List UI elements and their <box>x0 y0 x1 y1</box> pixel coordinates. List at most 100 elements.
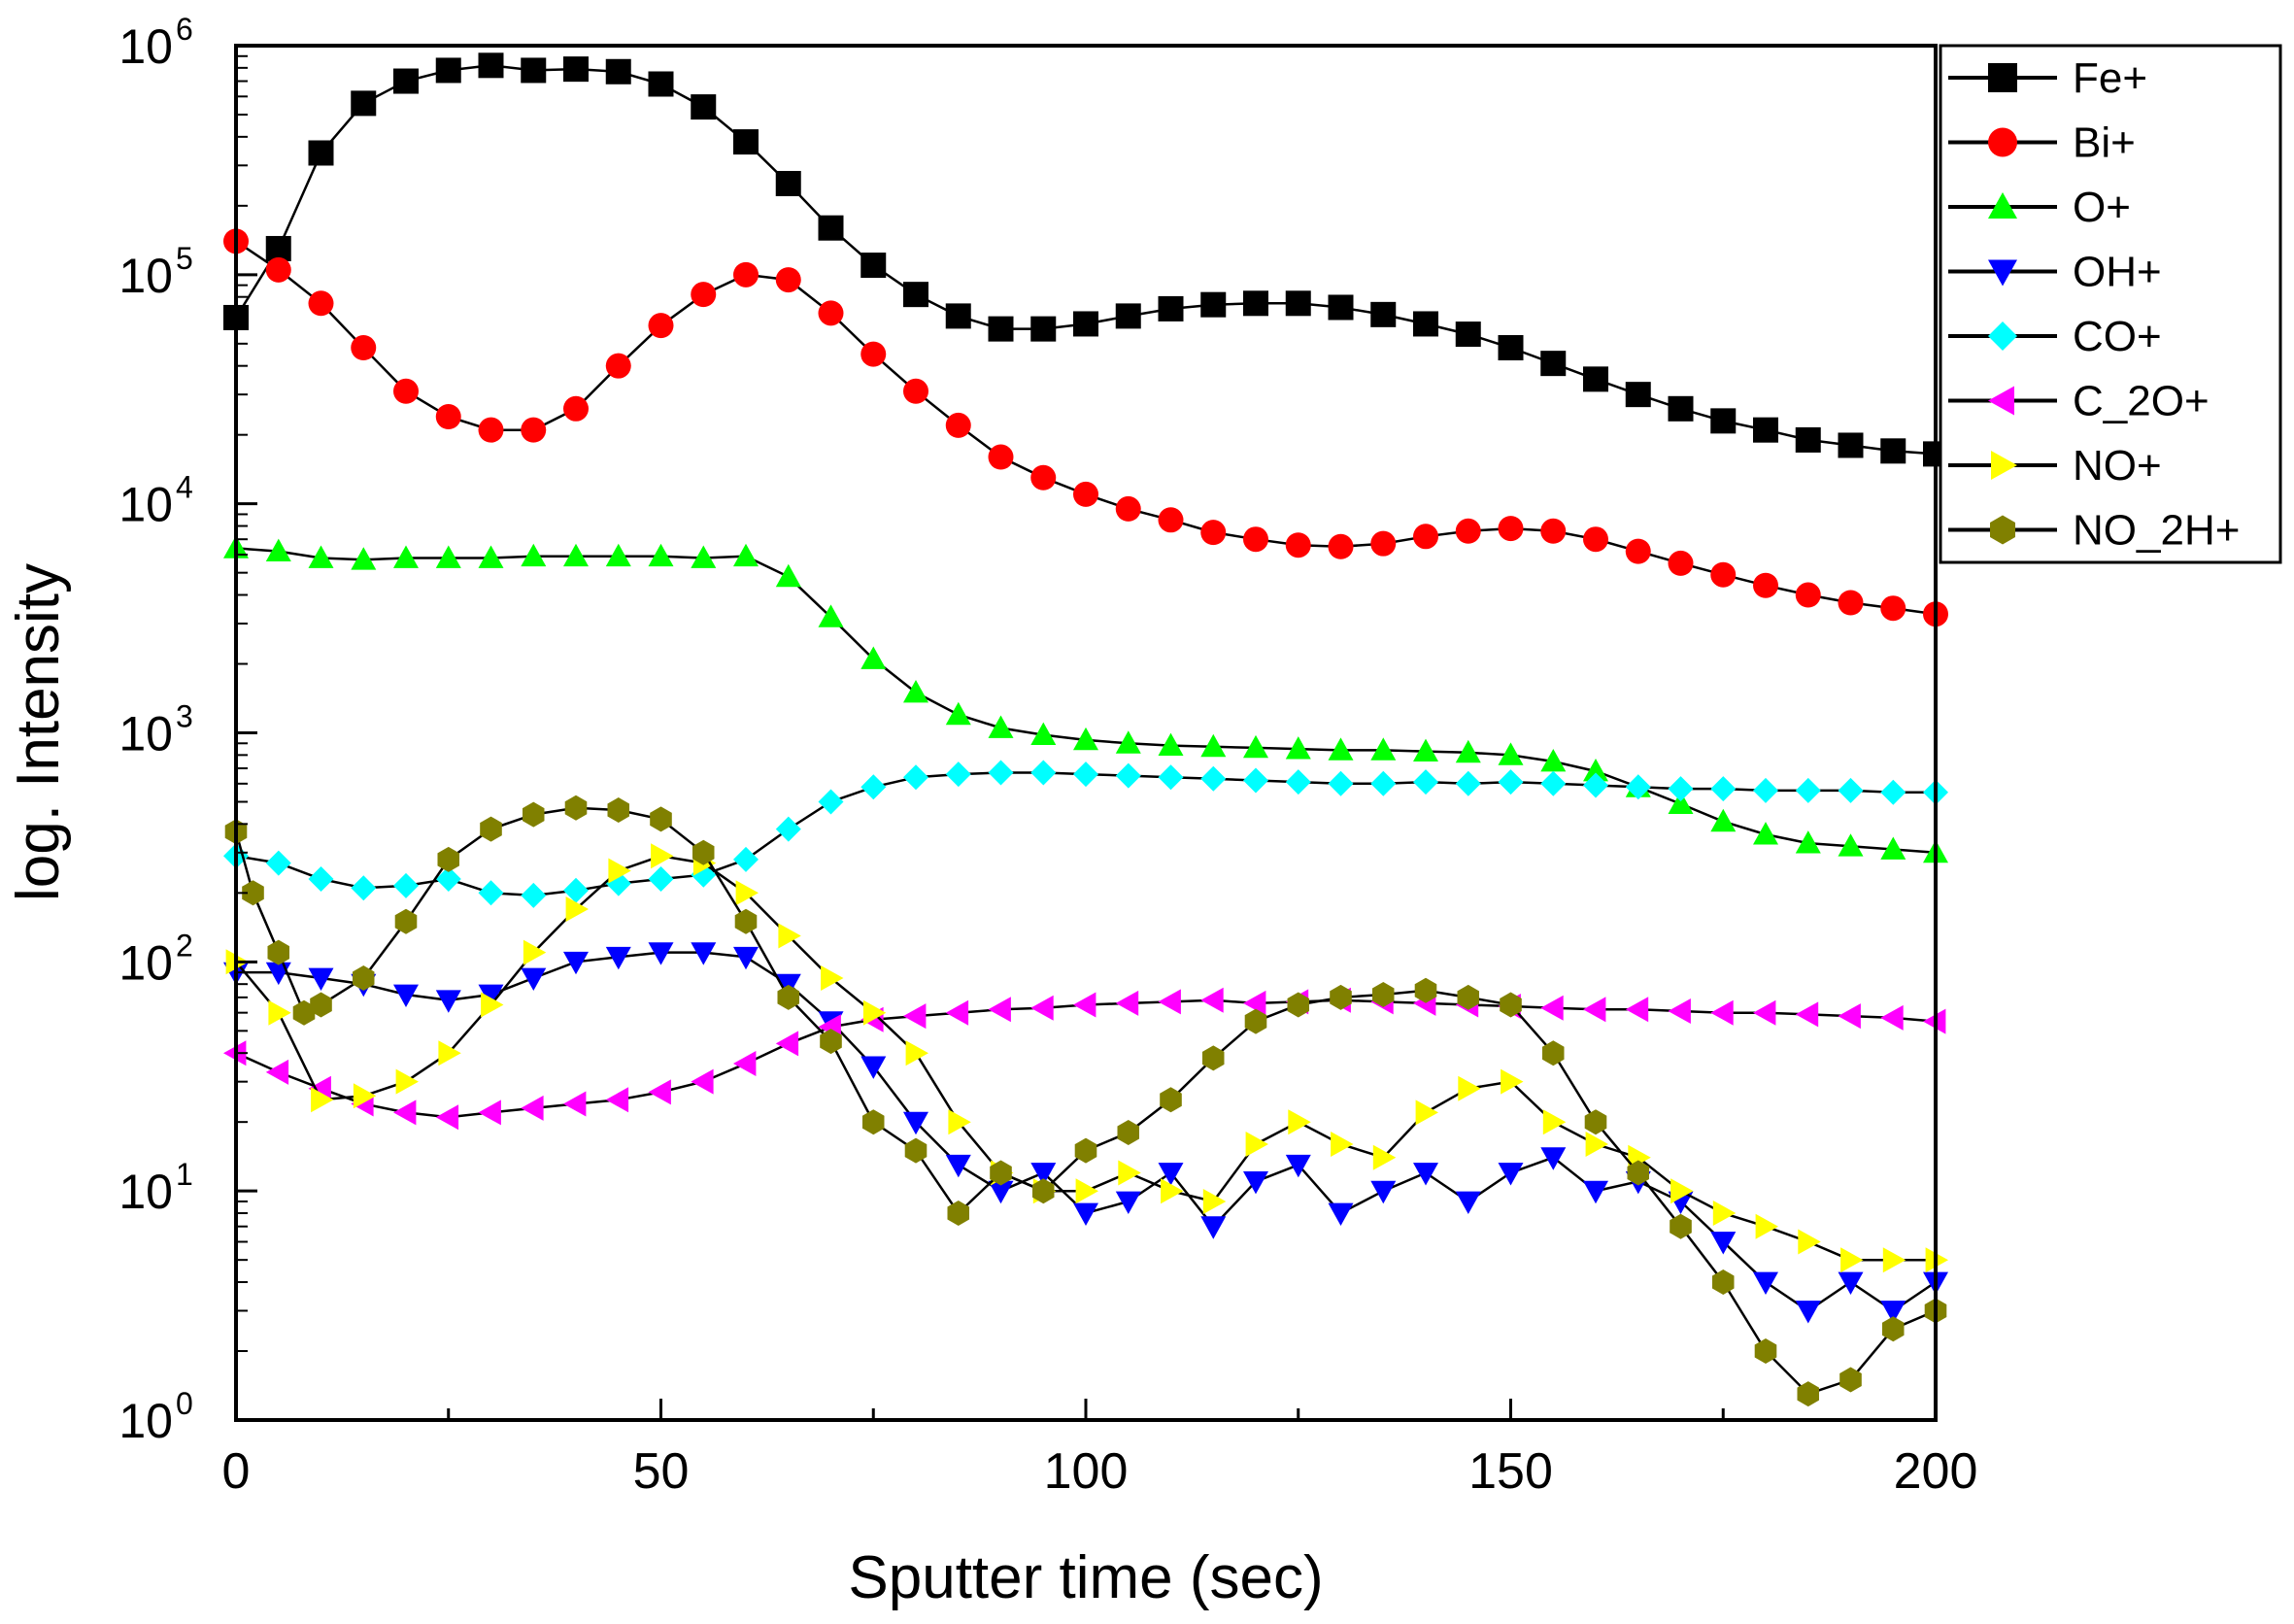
data-point-CO+ <box>1880 779 1906 805</box>
legend-label: O+ <box>2073 184 2131 231</box>
data-point-NO+ <box>1585 1132 1608 1157</box>
data-point-NO_2H+ <box>1500 992 1522 1018</box>
data-point-OH+ <box>903 1111 928 1135</box>
data-point-O+ <box>860 646 887 669</box>
legend-label: C_2O+ <box>2073 378 2210 425</box>
legend-marker <box>1988 386 2014 416</box>
data-point-O+ <box>903 680 928 703</box>
data-point-OH+ <box>308 967 334 991</box>
data-point-Fe+ <box>733 129 759 155</box>
data-point-Bi+ <box>1583 526 1608 553</box>
series-line-Fe+ <box>234 64 1937 456</box>
data-point-O+ <box>1073 727 1098 751</box>
data-point-OH+ <box>605 946 631 970</box>
data-point-CO+ <box>1413 769 1438 795</box>
data-point-O+ <box>1668 791 1694 814</box>
legend-label: NO_2H+ <box>2073 507 2240 555</box>
data-point-OH+ <box>648 942 674 965</box>
data-point-NO_2H+ <box>1032 1178 1055 1204</box>
data-point-Bi+ <box>1030 464 1057 491</box>
data-point-C_2O+ <box>1115 990 1139 1016</box>
data-point-O+ <box>308 545 334 568</box>
data-point-NO+ <box>1202 1189 1227 1214</box>
data-point-OH+ <box>393 984 419 1007</box>
data-point-Fe+ <box>521 57 547 84</box>
data-point-NO_2H+ <box>990 1160 1012 1186</box>
data-point-CO+ <box>393 872 419 898</box>
data-point-Fe+ <box>818 215 844 241</box>
data-point-O+ <box>521 543 547 567</box>
data-point-CO+ <box>1795 777 1821 803</box>
x-axis-title: Sputter time (sec) <box>848 1544 1323 1611</box>
data-point-Fe+ <box>988 316 1014 342</box>
data-point-CO+ <box>945 761 971 788</box>
y-tick-label: 10 <box>118 478 173 532</box>
data-point-OH+ <box>1285 1154 1311 1178</box>
y-tick-exponent: 4 <box>176 470 193 505</box>
legend-label: Bi+ <box>2073 119 2136 167</box>
data-point-NO_2H+ <box>523 801 545 828</box>
data-point-C_2O+ <box>435 1104 459 1131</box>
data-point-CO+ <box>648 866 674 892</box>
y-tick-label: 10 <box>118 1394 173 1448</box>
data-point-Bi+ <box>1328 533 1354 559</box>
data-point-Bi+ <box>1413 524 1438 550</box>
y-tick-exponent: 5 <box>176 241 193 276</box>
legend-marker <box>1990 515 2015 545</box>
data-point-C_2O+ <box>1583 997 1606 1023</box>
x-tick-label: 0 <box>222 1443 251 1500</box>
data-point-NO+ <box>778 923 801 949</box>
data-point-CO+ <box>478 880 504 906</box>
data-point-CO+ <box>1625 774 1651 800</box>
data-point-O+ <box>1030 722 1057 745</box>
data-point-NO+ <box>1755 1213 1778 1239</box>
data-point-NO_2H+ <box>820 1029 842 1055</box>
data-point-CO+ <box>1370 770 1397 796</box>
data-point-Fe+ <box>1838 432 1864 458</box>
data-point-OH+ <box>1413 1163 1438 1186</box>
data-point-NO_2H+ <box>1457 984 1479 1010</box>
data-point-Bi+ <box>563 395 589 422</box>
data-point-OH+ <box>1328 1202 1354 1226</box>
data-point-O+ <box>1158 732 1184 756</box>
data-point-NO+ <box>905 1040 928 1066</box>
data-point-C_2O+ <box>1243 990 1266 1016</box>
data-point-O+ <box>1880 836 1906 860</box>
data-point-NO+ <box>268 999 291 1026</box>
data-point-C_2O+ <box>1668 998 1691 1024</box>
data-point-C_2O+ <box>775 1031 799 1057</box>
data-point-C_2O+ <box>733 1051 757 1076</box>
legend-label: CO+ <box>2073 313 2162 360</box>
y-tick-exponent: 3 <box>176 699 193 734</box>
data-point-OH+ <box>1115 1191 1141 1214</box>
data-point-Fe+ <box>265 235 291 261</box>
data-point-Bi+ <box>1710 561 1737 588</box>
data-point-CO+ <box>988 760 1014 786</box>
data-point-O+ <box>648 543 674 567</box>
data-point-NO_2H+ <box>292 999 316 1026</box>
data-point-Fe+ <box>478 52 504 79</box>
data-point-OH+ <box>1030 1163 1057 1186</box>
data-point-NO+ <box>1075 1178 1098 1204</box>
data-point-CO+ <box>1115 762 1141 789</box>
data-point-Bi+ <box>1285 532 1311 558</box>
data-point-OH+ <box>988 1180 1014 1204</box>
data-point-NO_2H+ <box>1372 982 1395 1007</box>
data-point-NO+ <box>862 999 887 1026</box>
data-point-NO_2H+ <box>394 908 418 934</box>
data-point-Fe+ <box>1753 417 1778 443</box>
data-point-O+ <box>1200 733 1227 758</box>
data-point-CO+ <box>903 764 928 791</box>
data-point-NO_2H+ <box>1117 1120 1139 1145</box>
data-point-Bi+ <box>691 282 717 308</box>
data-point-C_2O+ <box>605 1087 629 1113</box>
data-point-NO+ <box>1415 1100 1438 1126</box>
data-point-O+ <box>775 563 801 588</box>
data-point-Bi+ <box>393 378 419 404</box>
data-point-Bi+ <box>1668 550 1694 576</box>
y-tick-exponent: 1 <box>176 1157 193 1192</box>
data-point-Fe+ <box>1413 311 1438 337</box>
data-point-C_2O+ <box>1540 995 1564 1021</box>
data-point-NO+ <box>565 897 589 922</box>
data-point-CO+ <box>435 866 461 892</box>
